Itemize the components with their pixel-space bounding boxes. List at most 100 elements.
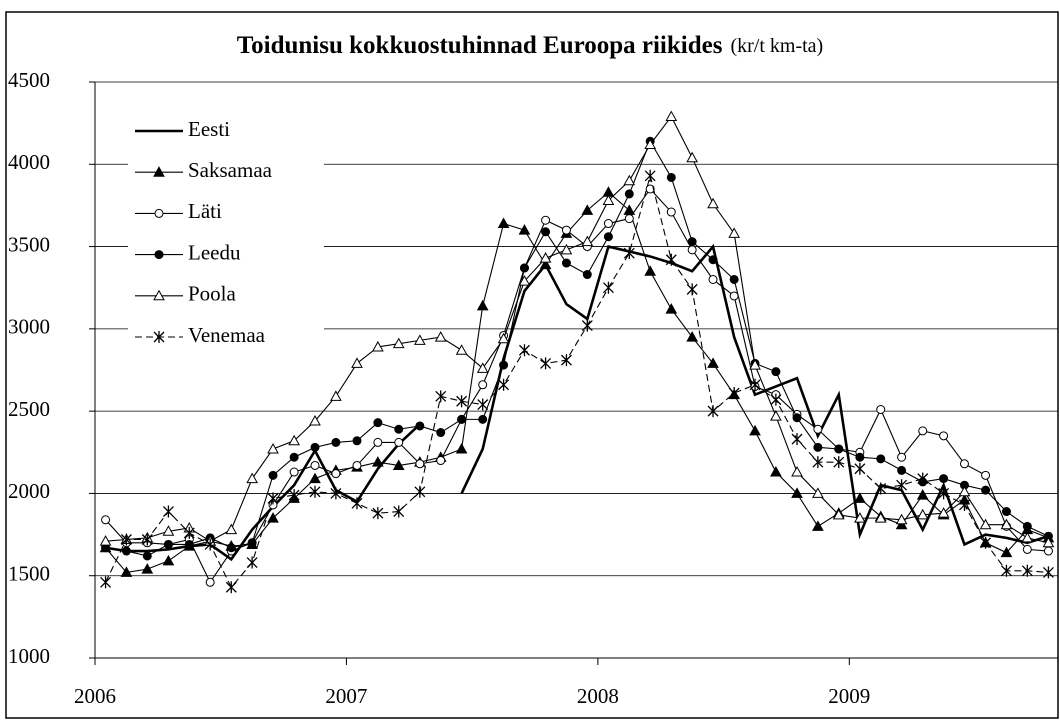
- marker: [497, 217, 510, 229]
- marker: [372, 456, 384, 467]
- marker: [394, 437, 404, 447]
- marker: [120, 533, 132, 546]
- marker: [771, 367, 781, 377]
- marker: [373, 418, 383, 428]
- marker: [226, 543, 236, 553]
- marker: [812, 520, 824, 531]
- x-tick-label: 2007: [325, 684, 367, 708]
- marker: [289, 452, 299, 462]
- marker: [979, 518, 992, 530]
- marker: [918, 426, 928, 436]
- series-line: [105, 188, 1049, 584]
- marker: [728, 387, 740, 400]
- marker: [436, 456, 446, 466]
- marker: [792, 413, 802, 423]
- marker: [958, 485, 971, 497]
- marker: [791, 433, 803, 446]
- marker: [154, 208, 164, 218]
- marker: [770, 410, 782, 421]
- marker: [707, 357, 719, 368]
- marker: [1000, 518, 1013, 530]
- marker: [602, 194, 615, 205]
- marker: [162, 505, 174, 518]
- subtitle-text: (kr/t km-ta): [730, 35, 823, 57]
- marker: [309, 485, 321, 498]
- marker: [268, 470, 278, 480]
- marker: [939, 474, 949, 484]
- marker: [539, 252, 552, 263]
- marker: [499, 360, 509, 370]
- marker: [1000, 546, 1013, 558]
- marker: [476, 299, 489, 311]
- marker: [875, 482, 887, 495]
- marker: [478, 380, 488, 390]
- marker: [153, 166, 165, 177]
- marker: [665, 303, 678, 314]
- marker: [455, 344, 468, 355]
- marker: [939, 431, 949, 441]
- marker: [686, 331, 699, 342]
- marker: [874, 512, 887, 523]
- marker: [288, 489, 300, 502]
- marker: [373, 437, 383, 447]
- marker: [666, 207, 676, 217]
- marker: [666, 172, 676, 182]
- marker: [645, 184, 655, 194]
- x-tick-label: 2009: [828, 684, 870, 708]
- marker: [456, 395, 468, 408]
- marker: [897, 465, 907, 475]
- marker: [331, 437, 341, 447]
- marker: [310, 460, 320, 470]
- marker: [162, 525, 175, 536]
- marker: [455, 442, 468, 454]
- marker: [183, 526, 195, 539]
- y-tick-label: 4000: [8, 150, 50, 174]
- marker: [581, 235, 594, 247]
- marker: [623, 247, 635, 260]
- y-tick-label: 3500: [8, 232, 50, 256]
- marker: [959, 459, 969, 469]
- marker: [854, 492, 866, 503]
- marker: [1022, 544, 1032, 554]
- marker: [834, 444, 844, 454]
- marker: [708, 255, 718, 265]
- marker: [686, 151, 699, 163]
- marker: [477, 398, 489, 411]
- marker: [476, 362, 489, 373]
- chart-title: Toidunisu kokkuostuhinnad Euroopa riikid…: [237, 32, 823, 59]
- marker: [581, 319, 593, 332]
- marker: [665, 253, 677, 266]
- marker: [99, 535, 112, 546]
- marker: [101, 515, 111, 525]
- legend-background: [128, 108, 324, 358]
- y-tick-label: 2500: [8, 397, 50, 421]
- marker: [539, 258, 552, 270]
- marker: [981, 470, 991, 480]
- marker: [309, 472, 321, 484]
- series-line: [105, 173, 1049, 589]
- marker: [770, 466, 782, 477]
- marker: [791, 466, 803, 477]
- marker: [120, 566, 133, 577]
- marker: [141, 533, 153, 546]
- marker: [791, 487, 803, 498]
- marker: [938, 487, 950, 500]
- marker: [707, 197, 719, 209]
- marker: [352, 436, 362, 446]
- marker: [288, 434, 300, 446]
- marker: [352, 460, 362, 470]
- marker: [393, 505, 405, 518]
- marker: [541, 227, 551, 237]
- marker: [876, 454, 886, 464]
- marker: [154, 250, 164, 260]
- marker: [833, 456, 845, 469]
- marker: [331, 469, 341, 479]
- marker: [225, 523, 238, 535]
- marker: [434, 331, 447, 342]
- marker: [581, 204, 594, 215]
- marker: [1022, 521, 1032, 531]
- marker: [686, 283, 698, 296]
- y-tick-label: 2000: [8, 479, 50, 503]
- marker: [832, 508, 845, 520]
- x-tick-label: 2008: [577, 684, 619, 708]
